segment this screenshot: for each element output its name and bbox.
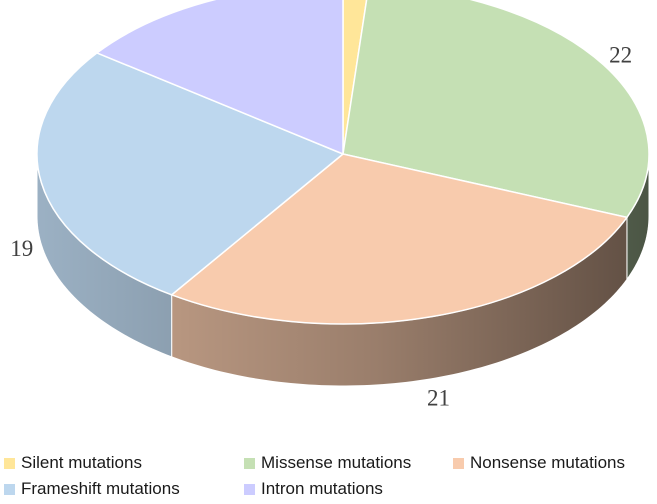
legend-label-intron: Intron mutations	[261, 479, 383, 498]
pie-side-shade-nonsense	[171, 217, 627, 386]
pie-slice-frameshift	[36, 52, 345, 296]
pie-side-shade-frameshift	[37, 154, 172, 357]
legend-label-nonsense: Nonsense mutations	[470, 453, 625, 472]
legend-label-missense: Missense mutations	[261, 453, 412, 472]
legend-swatch-frameshift	[4, 483, 15, 495]
data-label-nonsense: 21	[427, 386, 450, 411]
pie-chart: 122211911	[10, 0, 650, 411]
legend-item-frameshift: Frameshift mutations	[4, 478, 180, 500]
pie-slice-missense	[342, 0, 650, 219]
legend-swatch-nonsense	[453, 457, 464, 469]
legend-item-nonsense: Nonsense mutations	[453, 452, 625, 474]
data-label-missense: 22	[609, 42, 632, 67]
legend-swatch-silent	[4, 457, 15, 469]
legend-item-intron: Intron mutations	[244, 478, 383, 500]
legend-swatch-missense	[244, 457, 255, 469]
legend-label-silent: Silent mutations	[21, 453, 142, 472]
legend-swatch-intron	[244, 483, 255, 495]
legend: Silent mutations Missense mutations Nonsen…	[0, 448, 657, 504]
pie-slice-intron	[95, 0, 344, 156]
data-label-frameshift: 19	[10, 236, 33, 261]
legend-item-silent: Silent mutations	[4, 452, 142, 474]
legend-label-frameshift: Frameshift mutations	[21, 479, 180, 498]
pie-slice-nonsense	[170, 153, 629, 325]
legend-item-missense: Missense mutations	[244, 452, 411, 474]
